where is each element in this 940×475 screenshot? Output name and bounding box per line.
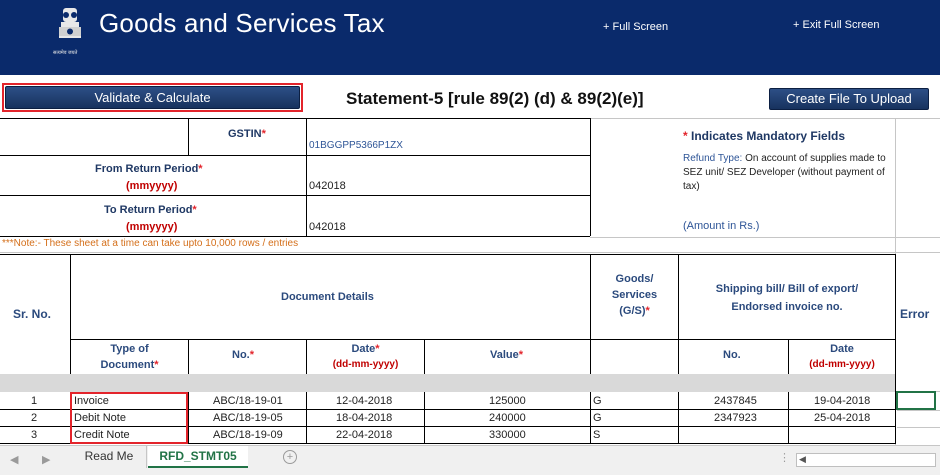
sheet-tab-bar: ◀ ▶ Read Me RFD_STMT05 + ⋮ ◀ (0, 445, 940, 475)
row-date[interactable]: 18-04-2018 (336, 412, 393, 424)
value-header: Value* (490, 349, 524, 361)
type-of-document-header: Type of Document* (100, 343, 159, 371)
row-ship-no[interactable]: 2437845 (714, 395, 757, 407)
emblem-motto: सत्यमेव जयते (53, 50, 78, 56)
scroll-tabs-left-icon[interactable]: ◀ (10, 454, 19, 466)
gstin-value[interactable]: 01BGGPP5366P1ZX (309, 140, 403, 151)
sheet-tab-read-me[interactable]: Read Me (72, 446, 147, 468)
doc-date-header: Date* (dd-mm-yyyy) (332, 343, 399, 370)
to-period-label: To Return Period* (104, 204, 197, 216)
row-type[interactable]: Debit Note (74, 412, 126, 424)
tab-split-handle-icon[interactable]: ⋮ (779, 452, 790, 464)
row-date[interactable]: 12-04-2018 (336, 395, 393, 407)
scroll-left-icon[interactable]: ◀ (799, 454, 806, 464)
app-title: Goods and Services Tax (99, 8, 385, 38)
row-ship-date[interactable]: 19-04-2018 (814, 395, 871, 407)
row-value[interactable]: 240000 (489, 412, 526, 424)
row-sr: 2 (31, 412, 38, 424)
row-gs[interactable]: S (593, 429, 601, 441)
row-sr: 3 (31, 429, 38, 441)
sheet-tab-rfd-stmt05[interactable]: RFD_STMT05 (148, 446, 248, 468)
row-value[interactable]: 125000 (489, 395, 526, 407)
row-value[interactable]: 330000 (489, 429, 526, 441)
row-sr: 1 (31, 395, 38, 407)
rows-limit-note: ***Note:- These sheet at a time can take… (2, 238, 299, 249)
exit-full-screen-link[interactable]: + Exit Full Screen (793, 19, 880, 31)
amount-note: (Amount in Rs.) (683, 220, 760, 232)
row-type[interactable]: Credit Note (74, 429, 130, 441)
from-period-label: From Return Period* (95, 163, 203, 175)
add-sheet-button[interactable]: + (283, 450, 297, 464)
ship-no-header: No. (723, 349, 741, 361)
from-period-value[interactable]: 042018 (309, 180, 346, 192)
row-gs[interactable]: G (593, 395, 602, 407)
horizontal-scrollbar[interactable]: ◀ (796, 453, 936, 467)
statement-title: Statement-5 [rule 89(2) (d) & 89(2)(e)] (346, 89, 644, 108)
row-no[interactable]: ABC/18-19-05 (213, 412, 283, 424)
row-type[interactable]: Invoice (74, 395, 109, 407)
full-screen-link[interactable]: + Full Screen (603, 21, 669, 33)
scroll-tabs-right-icon[interactable]: ▶ (42, 454, 51, 466)
selected-cell[interactable] (896, 391, 936, 410)
validate-highlight-box (2, 83, 303, 112)
shipping-bill-header: Shipping bill/ Bill of export/ Endorsed … (715, 283, 859, 313)
national-emblem-icon (59, 8, 81, 38)
doc-no-header: No.* (232, 349, 255, 361)
row-no[interactable]: ABC/18-19-09 (213, 429, 283, 441)
from-period-format: (mmyyyy) (126, 180, 178, 192)
header-gray-band (0, 374, 895, 392)
type-column-highlight-box (70, 392, 188, 444)
document-details-header: Document Details (281, 291, 374, 303)
validate-calculate-button[interactable]: Validate & Calculate (5, 86, 300, 109)
gstin-label: GSTIN* (228, 128, 266, 140)
row-ship-no[interactable]: 2347923 (714, 412, 757, 424)
goods-services-header: Goods/ Services (G/S)* (611, 273, 658, 317)
to-period-format: (mmyyyy) (126, 221, 178, 233)
row-date[interactable]: 22-04-2018 (336, 429, 393, 441)
create-file-button[interactable]: Create File To Upload (769, 88, 929, 110)
refund-type-line2: SEZ unit/ SEZ Developer (without payment… (683, 167, 885, 178)
mandatory-note: * Indicates Mandatory Fields (683, 129, 846, 143)
to-period-value[interactable]: 042018 (309, 221, 346, 233)
ship-date-header: Date (dd-mm-yyyy) (809, 343, 875, 370)
row-ship-date[interactable]: 25-04-2018 (814, 412, 871, 424)
header-banner: सत्यमेव जयते Goods and Services Tax + Fu… (0, 0, 940, 75)
row-gs[interactable]: G (593, 412, 602, 424)
refund-type-line3: tax) (683, 181, 700, 192)
error-header: Error (900, 307, 930, 321)
sr-no-header: Sr. No. (13, 307, 52, 321)
refund-type: Refund Type: On account of supplies made… (683, 153, 886, 164)
row-no[interactable]: ABC/18-19-01 (213, 395, 283, 407)
